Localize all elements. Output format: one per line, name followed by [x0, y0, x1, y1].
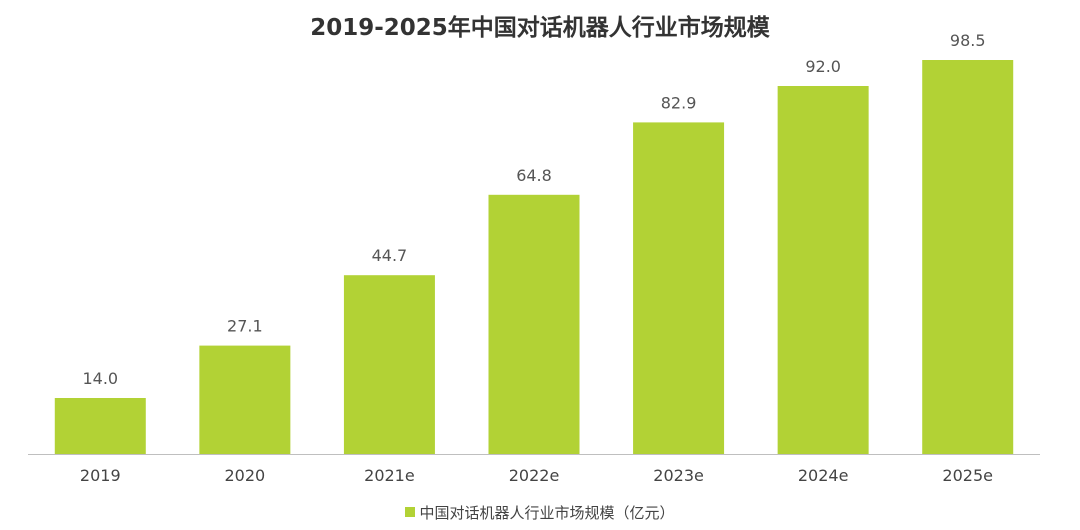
bar-2019 [54, 398, 146, 454]
bar-2020 [199, 345, 291, 454]
x-tick-labels: 2019 2020 2021e 2022e 2023e 2024e 2025e [80, 466, 993, 485]
bar-2022e [488, 194, 580, 455]
chart-title: 2019-2025年中国对话机器人行业市场规模 [310, 15, 770, 41]
x-tick-label-2021e: 2021e [364, 466, 415, 485]
bar-2021e [343, 275, 435, 454]
bar-2023e [633, 122, 725, 455]
x-tick-label-2023e: 2023e [653, 466, 704, 485]
value-label-2023e: 82.9 [661, 93, 697, 112]
legend: 中国对话机器人行业市场规模（亿元） [0, 502, 1080, 523]
x-tick-label-2024e: 2024e [798, 466, 849, 485]
value-label-2022e: 64.8 [516, 166, 552, 185]
legend-label: 中国对话机器人行业市场规模（亿元） [419, 504, 675, 522]
value-label-2020: 27.1 [227, 317, 263, 336]
value-label-2021e: 44.7 [372, 246, 408, 265]
bar-2025e [922, 60, 1014, 454]
bar-2024e [777, 86, 869, 454]
x-tick-label-2022e: 2022e [509, 466, 560, 485]
bars-layer [54, 60, 1014, 455]
value-label-2019: 14.0 [82, 369, 118, 388]
x-tick-label-2025e: 2025e [942, 466, 993, 485]
x-tick-label-2020: 2020 [224, 466, 265, 485]
x-tick-label-2019: 2019 [80, 466, 121, 485]
value-label-2024e: 92.0 [805, 57, 841, 76]
legend-swatch [405, 506, 416, 517]
value-labels-layer: 14.0 27.1 44.7 64.8 82.9 92.0 98.5 [82, 31, 985, 388]
value-label-2025e: 98.5 [950, 31, 986, 50]
